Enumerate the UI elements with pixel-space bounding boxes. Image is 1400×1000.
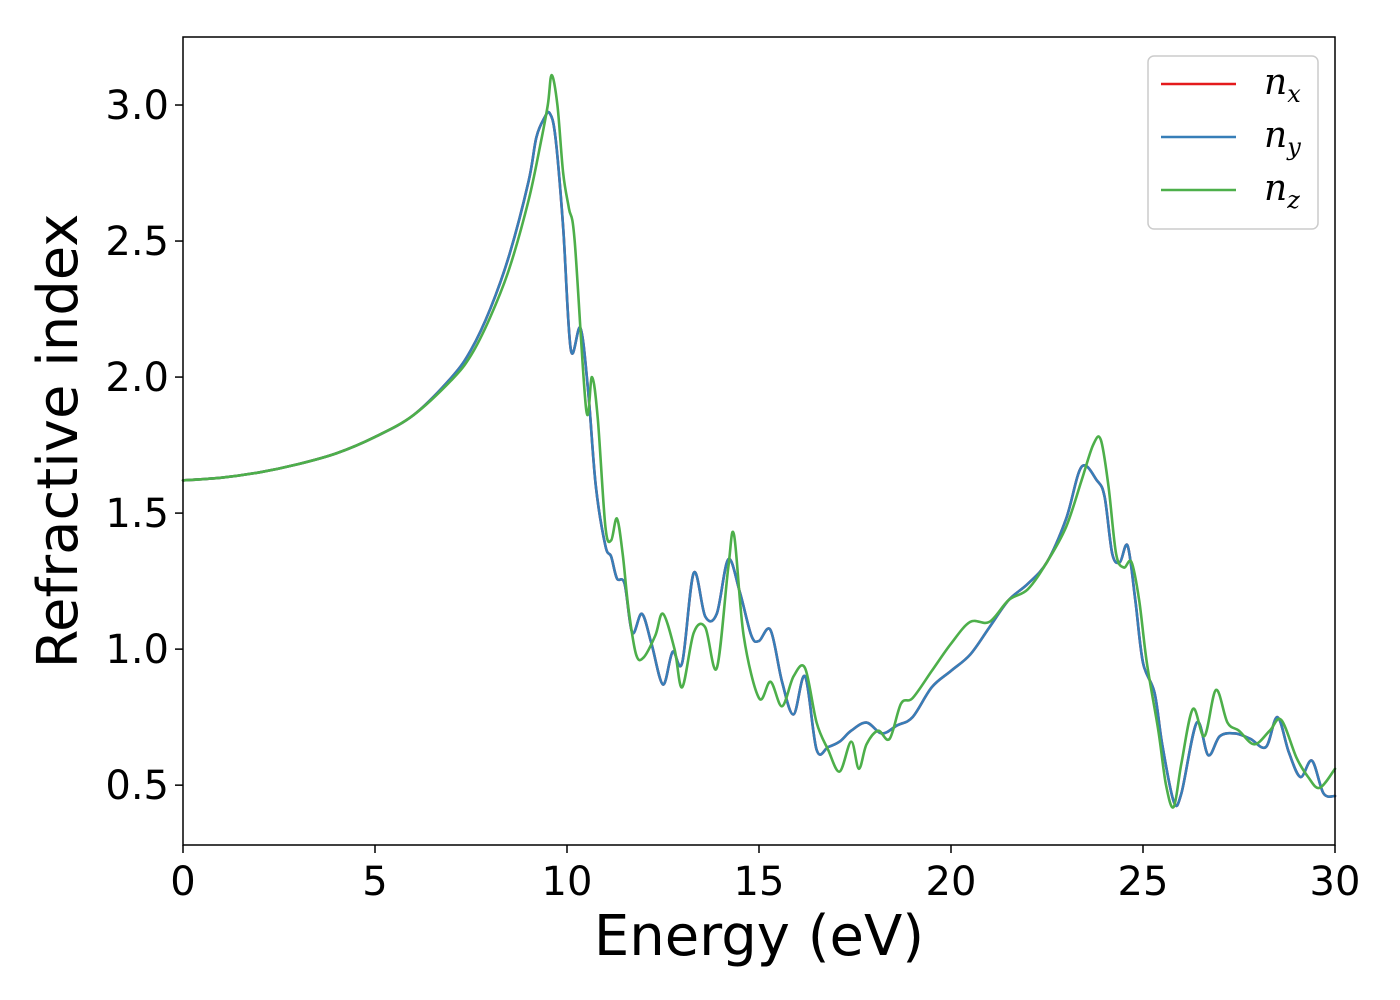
x-tick-label: 5 — [362, 859, 387, 905]
y-tick-label: 1.5 — [105, 491, 169, 537]
x-tick-label: 30 — [1310, 859, 1361, 905]
x-tick-label: 25 — [1118, 859, 1169, 905]
x-tick-label: 10 — [542, 859, 593, 905]
x-axis-label: Energy (eV) — [594, 904, 924, 969]
y-axis-ticks: 0.5 1.0 1.5 2.0 2.5 3.0 — [105, 83, 183, 809]
x-tick-label: 20 — [926, 859, 977, 905]
y-axis-label: Refractive index — [26, 214, 91, 669]
y-tick-label: 0.5 — [105, 763, 169, 809]
series-layer — [181, 73, 1337, 809]
legend-entries: nx ny nz — [1161, 62, 1301, 214]
legend: nx ny nz — [1147, 55, 1319, 230]
plot-area — [183, 37, 1335, 845]
y-tick-label: 2.0 — [105, 355, 169, 401]
y-tick-label: 1.0 — [105, 627, 169, 673]
y-tick-label: 2.5 — [105, 219, 169, 265]
legend-label-z: nz — [1264, 168, 1300, 214]
x-tick-label: 15 — [734, 859, 785, 905]
legend-box — [1147, 55, 1319, 230]
x-tick-label: 0 — [170, 859, 195, 905]
series-line-z — [181, 73, 1337, 809]
x-axis-ticks: 0 5 10 15 20 25 30 — [170, 845, 1360, 905]
legend-label-x: nx — [1264, 62, 1301, 108]
legend-label-y: ny — [1264, 115, 1301, 161]
y-tick-label: 3.0 — [105, 83, 169, 129]
